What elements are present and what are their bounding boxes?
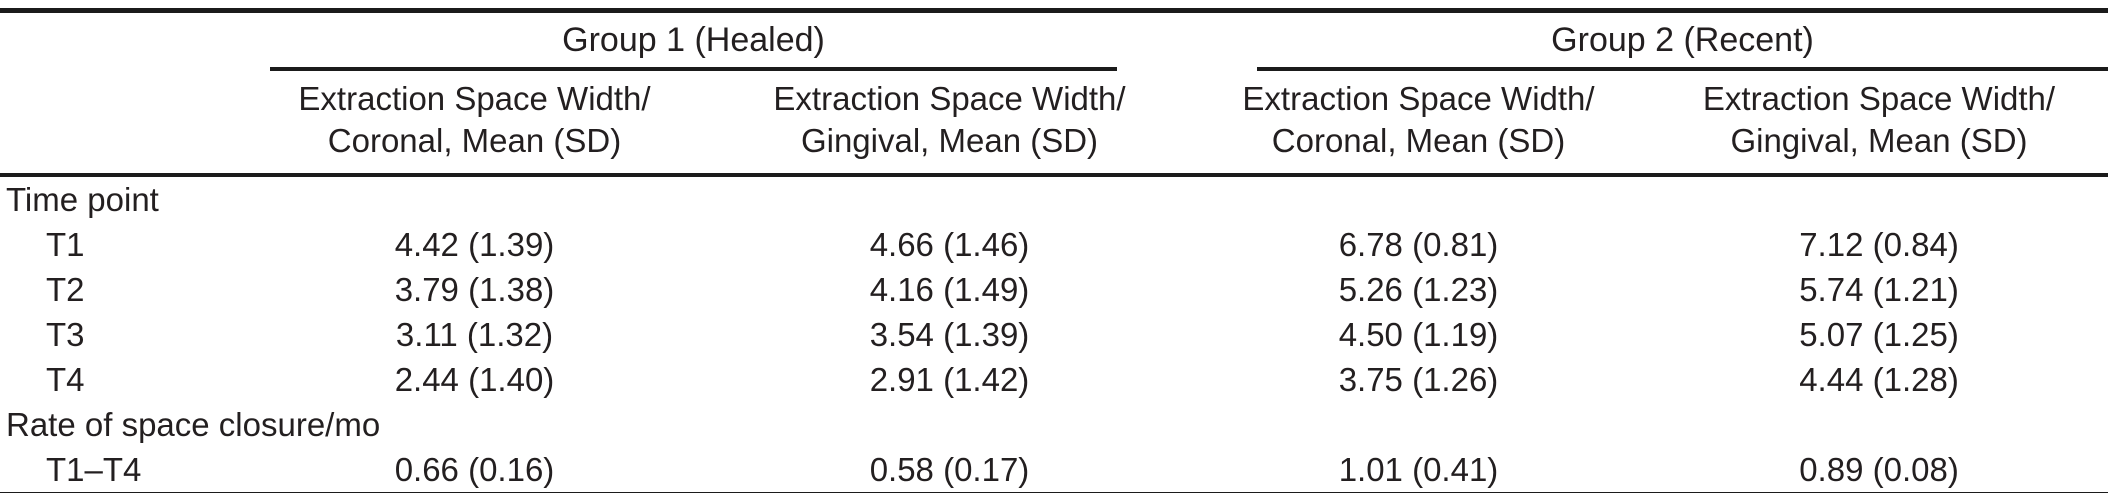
section-row-time-point: Time point (0, 175, 2108, 222)
row-label: T1–T4 (46, 450, 142, 488)
column-header-g2-coronal: Extraction Space Width/ Coronal, Mean (S… (1187, 71, 1650, 178)
column-header-g1-gingival: Extraction Space Width/ Gingival, Mean (… (712, 71, 1187, 178)
group-header-row: Group 1 (Healed) Group 2 (Recent) (0, 11, 2108, 72)
data-cell: 2.44 (1.40) (394, 360, 555, 398)
table-row-t4: T4 2.44 (1.40) 2.91 (1.42) 3.75 (1.26) 4… (0, 357, 2108, 402)
data-cell: 0.89 (0.08) (1799, 450, 1959, 488)
stub-cell (0, 71, 237, 178)
row-label: T4 (46, 360, 85, 398)
data-cell: 3.75 (1.26) (1338, 360, 1499, 398)
column-header-g1-coronal: Extraction Space Width/ Coronal, Mean (S… (237, 71, 712, 178)
results-table: Group 1 (Healed) Group 2 (Recent) Extrac… (0, 8, 2108, 493)
data-cell: 4.44 (1.28) (1799, 360, 1959, 398)
section-label: Rate of space closure/mo (6, 405, 381, 443)
group2-header-cell: Group 2 (Recent) (1187, 11, 2108, 72)
data-cell: 7.12 (0.84) (1799, 225, 1959, 263)
table-row-t2: T2 3.79 (1.38) 4.16 (1.49) 5.26 (1.23) 5… (0, 267, 2108, 312)
data-cell: 0.66 (0.16) (394, 450, 555, 488)
data-cell: 3.54 (1.39) (869, 315, 1030, 353)
row-label: T1 (46, 225, 85, 263)
row-label: T2 (46, 270, 85, 308)
data-cell: 4.66 (1.46) (869, 225, 1030, 263)
stub-cell (0, 11, 237, 72)
table-row-t1-t4: T1–T4 0.66 (0.16) 0.58 (0.17) 1.01 (0.41… (0, 447, 2108, 493)
data-cell: 4.42 (1.39) (394, 225, 555, 263)
data-cell: 0.58 (0.17) (869, 450, 1030, 488)
group1-header-cell: Group 1 (Healed) (237, 11, 1187, 72)
group2-header: Group 2 (Recent) (1257, 21, 2108, 72)
data-cell: 5.74 (1.21) (1799, 270, 1959, 308)
data-cell: 6.78 (0.81) (1338, 225, 1499, 263)
row-label: T3 (46, 315, 85, 353)
data-cell: 5.07 (1.25) (1799, 315, 1959, 353)
table-row-t1: T1 4.42 (1.39) 4.66 (1.46) 6.78 (0.81) 7… (0, 222, 2108, 267)
data-cell: 5.26 (1.23) (1338, 270, 1499, 308)
data-cell: 3.79 (1.38) (394, 270, 555, 308)
data-cell: 1.01 (0.41) (1338, 450, 1499, 488)
data-cell: 2.91 (1.42) (869, 360, 1030, 398)
section-label: Time point (6, 180, 159, 218)
group1-header: Group 1 (Healed) (270, 21, 1117, 72)
column-header-g2-gingival: Extraction Space Width/ Gingival, Mean (… (1650, 71, 2108, 178)
data-cell: 4.50 (1.19) (1338, 315, 1499, 353)
data-cell: 4.16 (1.49) (869, 270, 1030, 308)
data-cell: 3.11 (1.32) (395, 315, 554, 353)
section-row-rate-of-space-closure: Rate of space closure/mo (0, 402, 2108, 447)
column-header-row: Extraction Space Width/ Coronal, Mean (S… (0, 71, 2108, 178)
table-row-t3: T3 3.11 (1.32) 3.54 (1.39) 4.50 (1.19) 5… (0, 312, 2108, 357)
